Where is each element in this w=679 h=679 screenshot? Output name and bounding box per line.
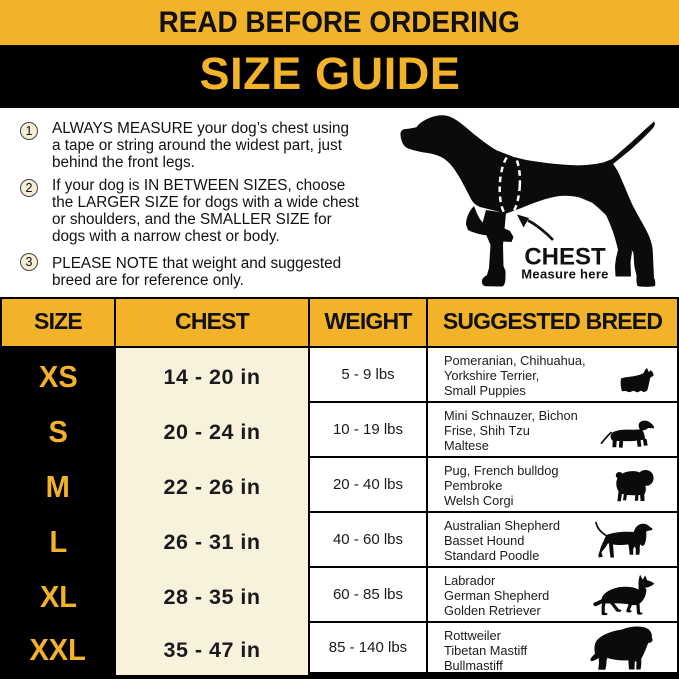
svg-text:Measure here: Measure here — [521, 267, 608, 282]
svg-text:CHEST: CHEST — [524, 244, 606, 271]
